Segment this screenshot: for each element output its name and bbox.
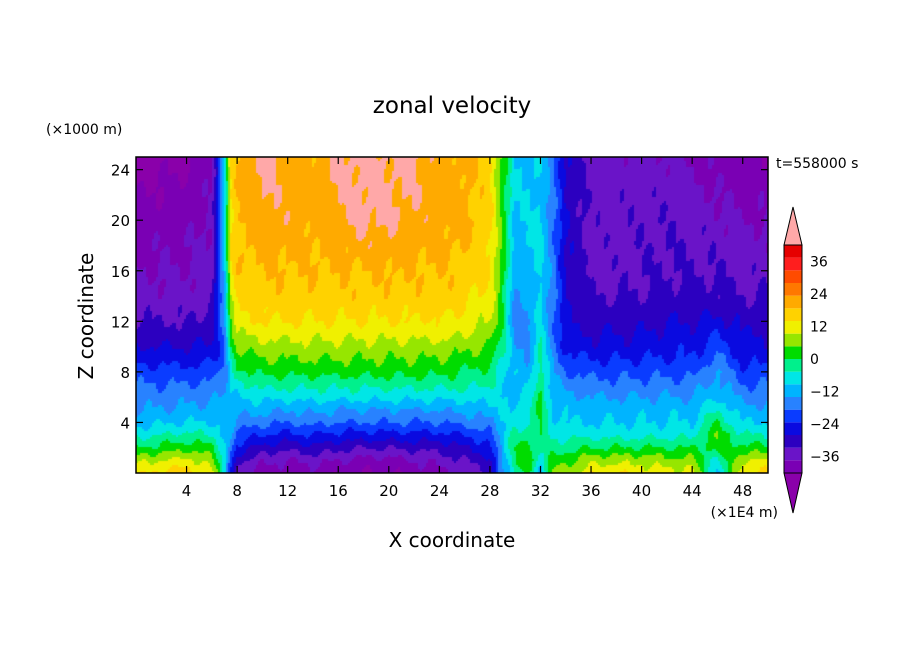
x-tick-label: 8 xyxy=(232,482,242,500)
plot-area xyxy=(135,156,769,474)
colorbar-swatch xyxy=(784,397,802,410)
x-tick-label: 4 xyxy=(182,482,192,500)
x-tick-label: 24 xyxy=(430,482,449,500)
y-tick-label: 24 xyxy=(111,162,130,180)
colorbar-swatch xyxy=(784,245,802,258)
colorbar-swatch xyxy=(784,270,802,283)
colorbar xyxy=(783,206,803,514)
colorbar-swatch xyxy=(784,257,802,271)
velocity-field xyxy=(136,157,768,473)
colorbar-tick-label: 36 xyxy=(810,254,828,270)
y-tick-label: 16 xyxy=(111,263,130,281)
colorbar-swatch xyxy=(784,359,802,372)
colorbar-swatch xyxy=(784,333,802,347)
y-axis-label: Z coordinate xyxy=(74,253,98,380)
colorbar-under-triangle xyxy=(783,472,803,514)
colorbar-swatch xyxy=(784,384,802,397)
colorbar-swatch xyxy=(784,435,802,448)
x-tick-label: 48 xyxy=(733,482,752,500)
x-tick-label: 36 xyxy=(581,482,600,500)
colorbar-swatch xyxy=(784,422,802,435)
colorbar-swatch xyxy=(784,460,802,473)
colorbar-over-triangle xyxy=(783,206,803,246)
y-tick-label: 4 xyxy=(120,414,130,432)
colorbar-frame xyxy=(783,244,803,474)
colorbar-tick-label: −24 xyxy=(810,417,840,433)
colorbar-swatch xyxy=(784,308,802,321)
colorbar-swatch xyxy=(784,295,802,309)
colorbar-tick-labels: 36 24 12 0 −12 −24 −36 xyxy=(810,254,840,465)
colorbar-swatch xyxy=(784,371,802,385)
x-tick-label: 20 xyxy=(379,482,398,500)
y-unit-label: (×1000 m) xyxy=(46,122,122,138)
x-tick-label: 28 xyxy=(480,482,499,500)
colorbar-tick-label: 12 xyxy=(810,319,828,335)
colorbar-tick-label: −36 xyxy=(810,450,840,466)
colorbar-tick-label: 24 xyxy=(810,287,828,303)
x-tick-label: 40 xyxy=(632,482,651,500)
colorbar-swatch xyxy=(784,283,802,296)
y-tick-label: 20 xyxy=(111,212,130,230)
colorbar-tick-label: −12 xyxy=(810,385,840,401)
colorbar-swatch xyxy=(784,346,802,359)
y-tick-label: 12 xyxy=(111,313,130,331)
colorbar-swatch xyxy=(784,409,802,423)
chart-title: zonal velocity xyxy=(373,93,531,119)
x-tick-label: 16 xyxy=(329,482,348,500)
x-tick-label: 32 xyxy=(531,482,550,500)
x-axis-ticks: 4 8 12 16 20 24 28 32 36 40 44 48 xyxy=(182,157,752,500)
colorbar-swatch xyxy=(784,447,802,461)
x-tick-label: 12 xyxy=(278,482,297,500)
colorbar-tick-label: 0 xyxy=(810,352,819,368)
x-unit-label: (×1E4 m) xyxy=(711,505,778,521)
time-label: t=558000 s xyxy=(776,156,858,172)
y-axis-ticks: 4 8 12 16 20 24 xyxy=(111,162,768,432)
colorbar-swatch xyxy=(784,321,802,334)
plot-frame xyxy=(135,156,769,474)
x-tick-label: 44 xyxy=(683,482,702,500)
x-axis-label: X coordinate xyxy=(389,528,516,552)
y-tick-label: 8 xyxy=(120,364,130,382)
